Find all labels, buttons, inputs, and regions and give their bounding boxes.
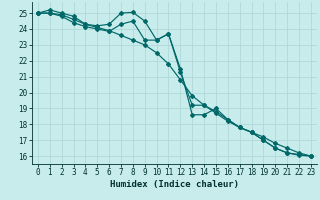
X-axis label: Humidex (Indice chaleur): Humidex (Indice chaleur) (110, 180, 239, 189)
